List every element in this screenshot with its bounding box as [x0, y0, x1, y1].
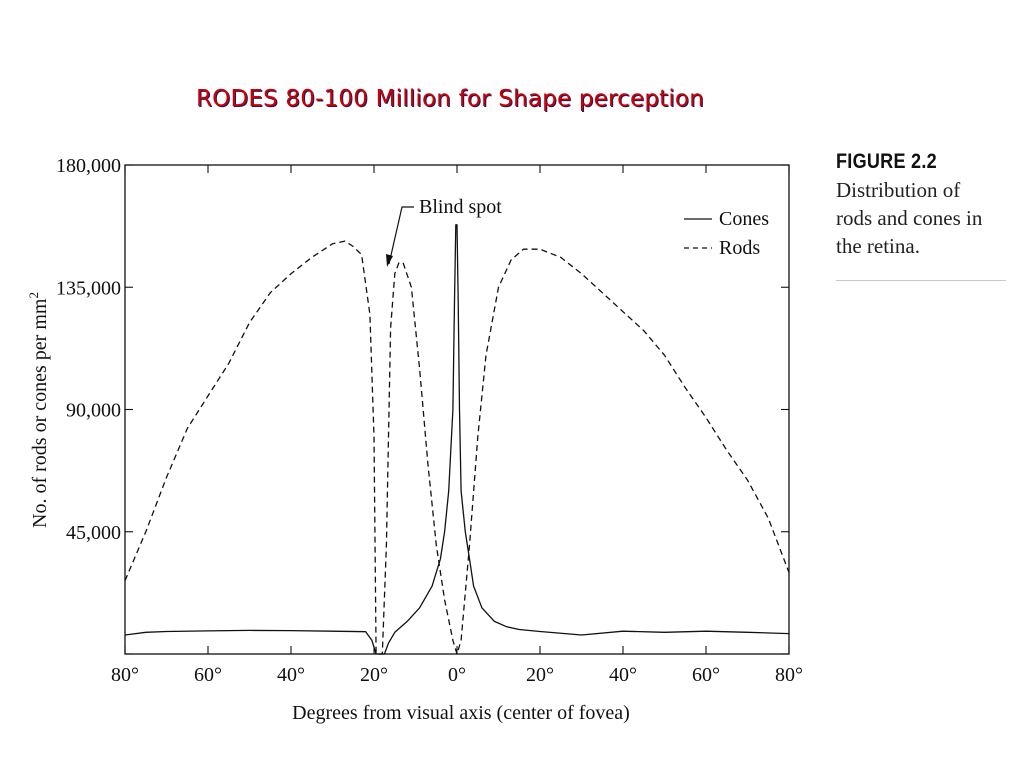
legend-label-cones: Cones [719, 208, 769, 230]
blind-spot-leader [388, 206, 414, 265]
legend: Cones Rods [684, 208, 769, 259]
x-tick-label: 20° [526, 664, 554, 686]
y-tick-labels: 45,000 90,000 135,000 180,000 [56, 155, 121, 544]
series-layer [124, 224, 790, 655]
x-tick-label: 0° [448, 664, 466, 686]
blind-spot-arrowhead [386, 254, 393, 267]
caption-line: Distribution of [836, 178, 961, 202]
legend-label-rods: Rods [719, 237, 760, 259]
caption-line: the retina. [836, 234, 920, 258]
y-tick-label: 45,000 [66, 522, 121, 544]
y-axis-label: No. of rods or cones per mm2 [26, 292, 51, 528]
y-tick-label: 135,000 [56, 277, 121, 299]
caption-divider [836, 280, 1006, 281]
y-tick-label: 180,000 [56, 155, 121, 177]
series-line-cones [124, 224, 790, 655]
figure-caption: FIGURE 2.2 Distribution of rods and cone… [836, 150, 1011, 260]
y-axis-label-text: No. of rods or cones per mm [29, 298, 51, 528]
x-tick-labels: 80° 60° 40° 20° 0° 20° 40° 60° 80° [111, 664, 803, 686]
x-tick-label: 60° [692, 664, 720, 686]
slide-title: RODES 80-100 Million for Shape perceptio… [195, 86, 704, 112]
x-tick-label: 40° [609, 664, 637, 686]
x-tick-label: 20° [360, 664, 388, 686]
caption-line: rods and cones in [836, 206, 983, 230]
blind-spot-annotation: Blind spot [386, 196, 502, 267]
figure-number: FIGURE 2.2 [836, 150, 937, 173]
y-axis-label-superscript: 2 [26, 292, 41, 299]
x-tick-label: 80° [111, 664, 139, 686]
blind-spot-label: Blind spot [419, 196, 502, 218]
x-tick-label: 80° [775, 664, 803, 686]
y-tick-label: 90,000 [66, 400, 121, 422]
caption-text: Distribution of rods and cones in the re… [836, 176, 1011, 260]
series-line-rods [124, 240, 790, 655]
x-tick-label: 60° [194, 664, 222, 686]
x-tick-label: 40° [277, 664, 305, 686]
x-axis-label: Degrees from visual axis (center of fove… [292, 702, 630, 724]
